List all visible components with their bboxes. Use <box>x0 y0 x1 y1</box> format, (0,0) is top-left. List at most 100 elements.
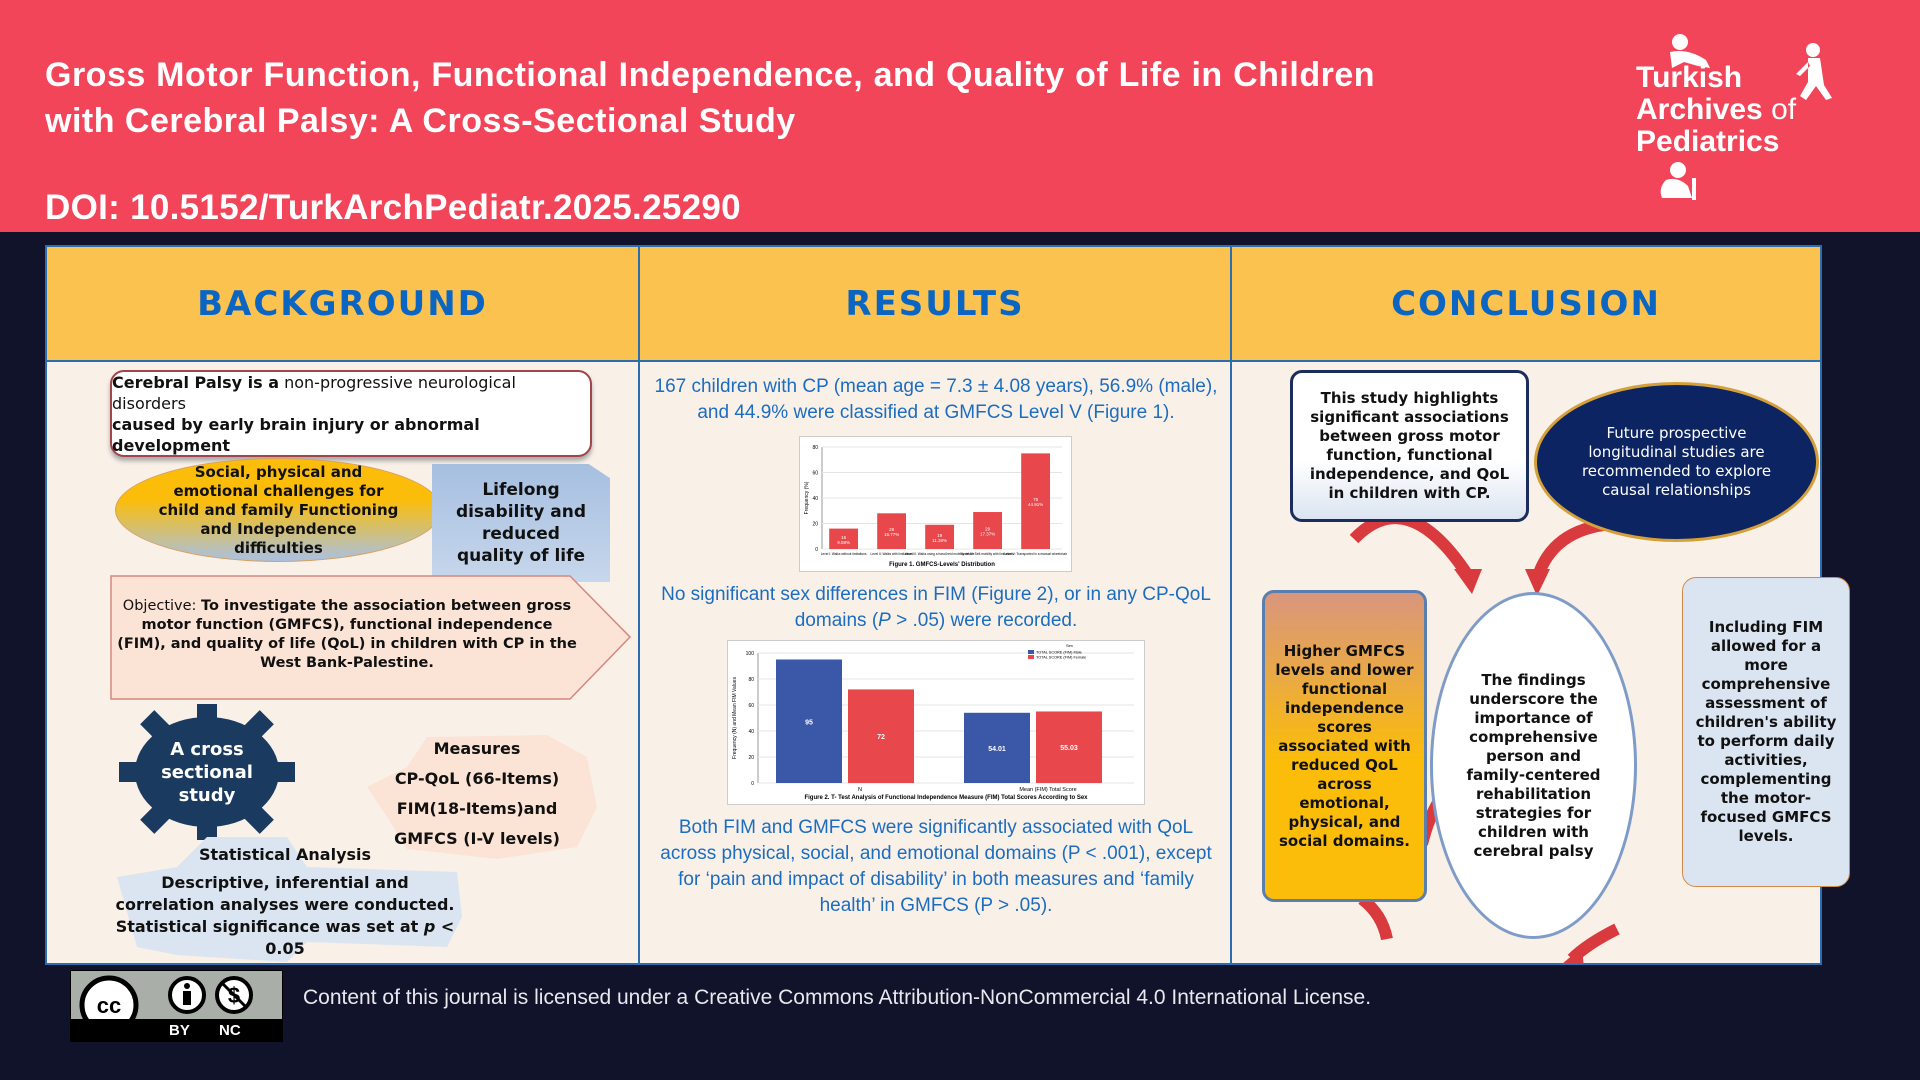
y-tick-label: 80 <box>812 445 818 451</box>
arrowhead-icon <box>1562 947 1584 964</box>
data-label: 55.03 <box>1060 745 1078 752</box>
y-tick-label: 100 <box>746 651 755 657</box>
x-tick-label: Level III: Walks using a hand-held mobil… <box>905 552 975 556</box>
cp-line2: caused by early brain injury or abnormal… <box>112 414 480 455</box>
data-label: 19 <box>937 533 943 538</box>
p2-p: P <box>878 610 891 631</box>
bar <box>973 512 1002 549</box>
stats-shape <box>117 837 462 962</box>
license-text: Content of this journal is licensed unde… <box>303 986 1372 1009</box>
data-label: 9.58% <box>837 540 850 545</box>
results-paragraph-1: 167 children with CP (mean age = 7.3 ± 4… <box>654 376 1218 423</box>
header-banner: Gross Motor Function, Functional Indepen… <box>0 0 1920 232</box>
study-design-text: A cross sectional study <box>161 738 253 806</box>
results-column: RESULTS 167 children with CP (mean age =… <box>640 247 1232 963</box>
stats-title: Statistical Analysis <box>198 845 372 864</box>
y-tick-label: 40 <box>748 729 754 735</box>
stats-end: < 0.05 <box>265 917 455 958</box>
results-heading: RESULTS <box>640 247 1230 362</box>
cp-definition-box: Cerebral Palsy is a non-progressive neur… <box>110 370 592 457</box>
data-label: 44.91% <box>1028 502 1043 507</box>
measure-item: CP-QoL (66-Items) <box>394 769 560 788</box>
data-label: 17.37% <box>980 532 995 537</box>
x-tick-label: Level IV: Self-mobility with limitations <box>962 552 1015 556</box>
legend-swatch <box>1028 650 1034 654</box>
data-label: 28 <box>889 527 895 532</box>
conclusion-heading: CONCLUSION <box>1232 247 1820 362</box>
nc-label: NC <box>219 1022 241 1039</box>
stats-p: p <box>423 917 436 936</box>
x-tick-label: N <box>858 787 862 793</box>
cp-regular: non-progressive neurological disorders <box>112 372 516 413</box>
gear-icon <box>119 704 295 840</box>
y-tick-label: 20 <box>812 522 818 528</box>
background-column: BACKGROUND Cerebral Palsy is a non-progr… <box>47 247 640 963</box>
data-label: 16 <box>841 535 847 540</box>
measure-item: GMFCS (I-V levels) <box>394 829 560 848</box>
logo-line-3: Pediatrics <box>1636 125 1780 158</box>
objective-text: Objective: To investigate the associatio… <box>117 597 577 677</box>
p2-text: No significant sex differences in FIM (F… <box>661 584 1211 631</box>
data-label: 95 <box>805 719 813 726</box>
measure-item: FIM(18-Items)and <box>396 799 558 818</box>
objective-arrow-shape <box>110 575 632 700</box>
figure-2-svg: 0 20 40 60 80 100 Frequency (N) and Mean FIM V… <box>732 643 1134 801</box>
abstract-grid: BACKGROUND Cerebral Palsy is a non-progr… <box>45 245 1850 965</box>
arrow-icon <box>1358 894 1393 941</box>
cc-label: cc <box>97 993 121 1018</box>
data-label: 11.38% <box>932 538 947 543</box>
measures-block: Measures CP-QoL (66-Items) FIM(18-Items)… <box>377 734 577 854</box>
legend-label: TOTAL SCORE (FIM) Female <box>1036 656 1086 660</box>
y-tick-label: 0 <box>815 547 818 553</box>
bar <box>829 528 858 549</box>
bar <box>776 659 842 783</box>
y-tick-label: 60 <box>748 703 754 709</box>
page-title: Gross Motor Function, Functional Indepen… <box>45 56 1375 140</box>
arrowhead-icon <box>1525 569 1550 596</box>
data-label: 29 <box>985 527 991 532</box>
bar <box>1021 453 1050 549</box>
results-paragraph-2: No significant sex differences in FIM (F… <box>650 582 1222 634</box>
chart-title: Figure 1. GMFCS-Levels' Distribution <box>889 562 995 568</box>
y-tick-label: 20 <box>748 755 754 761</box>
gmfcs-box: Higher GMFCS levels and lower functional… <box>1262 590 1427 902</box>
bar <box>848 689 914 783</box>
highlights-box: This study highlights significant associ… <box>1290 370 1529 522</box>
y-tick-label: 80 <box>748 677 754 683</box>
chart-title: Figure 2. T- Test Analysis of Functional… <box>804 795 1088 801</box>
children-silhouettes-icon <box>1660 34 1832 200</box>
y-tick-label: 40 <box>812 496 818 502</box>
lifelong-box: Lifelong disability and reduced quality … <box>432 464 610 582</box>
figure-1-svg: 0 20 40 60 80 Frequency (%) Figure 1. GMFCS-Le… <box>804 445 1068 568</box>
data-label: 75 <box>1033 497 1039 502</box>
bar <box>1036 711 1102 783</box>
future-studies-ellipse: Future prospective longitudinal studies … <box>1534 382 1819 542</box>
figure-1-chart: 0 20 40 60 80 Frequency (%) Figure 1. GMFCS-Le… <box>799 436 1072 572</box>
p2-end: > .05) were recorded. <box>890 610 1078 631</box>
cc-icons: cc $ <box>79 975 253 1035</box>
y-axis-label: Frequency (%) <box>804 481 810 514</box>
logo-line-2: Archives <box>1636 93 1763 126</box>
cp-bold: Cerebral Palsy is a <box>112 372 280 392</box>
y-tick-label: 60 <box>812 471 818 477</box>
arrowhead-icon <box>1454 569 1482 594</box>
conclusion-column: CONCLUSION This study highlights signifi… <box>1232 247 1850 964</box>
results-paragraph-3: Both FIM and GMFCS were significantly as… <box>660 817 1212 916</box>
journal-logo: Turkish Archives of Pediatrics <box>1630 30 1860 210</box>
data-label: 72 <box>877 734 885 741</box>
objective-label: Objective: <box>122 598 202 614</box>
stats-block: Statistical Analysis Descriptive, infere… <box>115 844 455 960</box>
cc-by-nc-badge[interactable]: cc $ BY NC <box>70 970 283 1042</box>
bar <box>925 524 954 549</box>
x-tick-label: Level V: Transported in a manual wheelch… <box>1004 552 1068 556</box>
legend-label: TOTAL SCORE (FIM) Male <box>1036 651 1082 655</box>
fim-box: Including FIM allowed for a more compreh… <box>1682 577 1850 887</box>
legend-title: Sex <box>1066 643 1073 648</box>
x-tick-label: Level I: Walks without limitations <box>821 552 867 556</box>
findings-ellipse: The findings underscore the importance o… <box>1430 592 1637 939</box>
legend-swatch <box>1028 655 1034 659</box>
logo-line-2b: of <box>1771 93 1797 126</box>
arrow-icon <box>1349 512 1472 578</box>
bar <box>877 513 906 549</box>
doi: DOI: 10.5152/TurkArchPediatr.2025.25290 <box>45 188 741 227</box>
